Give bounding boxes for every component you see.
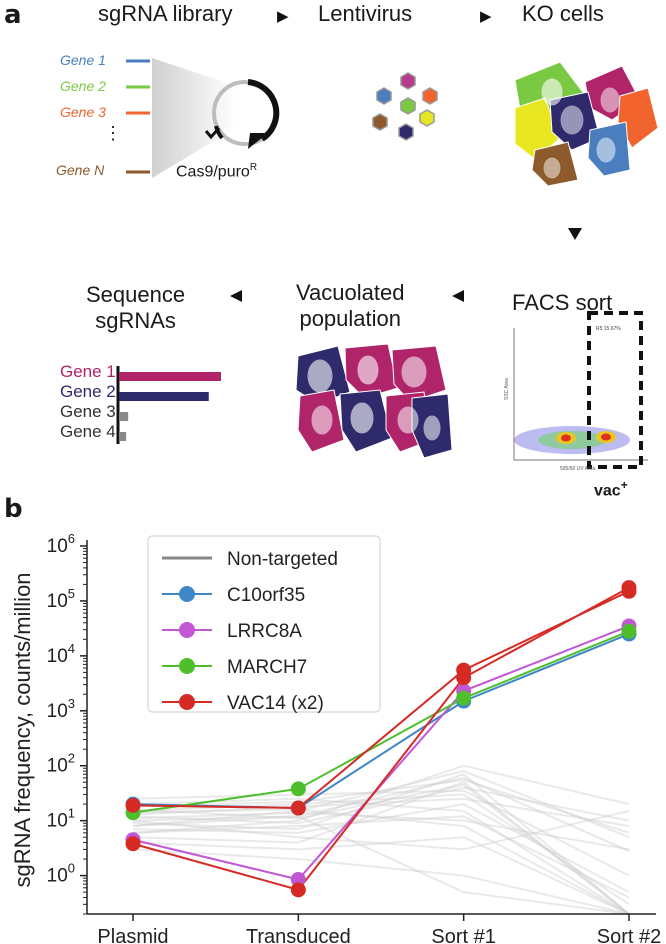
seq-bar: [119, 372, 221, 381]
series-line: [132, 630, 630, 814]
plasmid-label: Cas9/puroR: [176, 162, 258, 181]
facs-x-axis: 595/50 UV Area: [560, 466, 596, 472]
y-tick-label: 105: [47, 586, 75, 612]
series-point: [125, 836, 141, 852]
legend-marker: [179, 694, 195, 710]
series-point: [621, 623, 637, 639]
seq-bar-chart: [116, 366, 221, 444]
series-line: [132, 590, 630, 810]
library-cone: [152, 58, 236, 178]
plasmid-icon: [204, 79, 280, 149]
facs-gate: [587, 311, 643, 469]
seq-gene-2: Gene 2: [60, 382, 116, 401]
library-gene-2: Gene 2: [60, 78, 106, 94]
legend-label: MARCH7: [227, 657, 307, 678]
y-tick-label: 102: [47, 751, 75, 777]
y-tick-label: 101: [47, 806, 75, 832]
seq-bar: [119, 432, 127, 441]
legend-marker: [179, 586, 195, 602]
non-targeted-line: [132, 810, 630, 851]
step-ko-cells: KO cells: [522, 1, 604, 26]
lentivirus-icon: [372, 72, 438, 141]
frequency-chart: 100 101 102 103 104 105 106 Plasmid Transduced So…: [10, 531, 661, 944]
library-gene-3: Gene 3: [60, 104, 106, 120]
non-targeted-line: [132, 776, 630, 852]
x-tick-label: Sort #1: [431, 926, 495, 944]
vacuolated-cells-icon: [295, 343, 453, 459]
library-gene-1: Gene 1: [60, 52, 106, 68]
non-targeted-line: [132, 778, 630, 834]
facs-gate-percent: R5 15.67%: [596, 326, 621, 332]
step-facs-sort: FACS sort: [512, 290, 613, 315]
y-tick-label: 106: [47, 531, 75, 557]
panel-a-graphics: R5 15.67% SSC Area 595/50 UV Area: [126, 58, 659, 472]
facs-y-axis: SSC Area: [504, 378, 510, 400]
non-targeted-line: [132, 797, 630, 827]
y-axis-label: sgRNA frequency, counts/million: [10, 572, 35, 887]
non-targeted-line: [132, 848, 630, 915]
chart-axes: 100 101 102 103 104 105 106 Plasmid Transduced So…: [10, 531, 661, 944]
legend-marker: [179, 622, 195, 638]
panel-a: a sgRNA library ▶ Lentivirus ▶ KO cells …: [4, 0, 659, 500]
non-targeted-line: [132, 773, 630, 915]
seq-bar: [119, 412, 129, 421]
series-point: [621, 580, 637, 596]
series-lines: [125, 580, 637, 898]
series-point: [456, 690, 472, 706]
chart-legend: Non-targeted C10orf35 LRRC8A MARCH7 VAC14 (x…: [147, 535, 381, 714]
non-targeted-line: [132, 815, 630, 915]
series-point: [290, 781, 306, 797]
non-targeted-lines: [132, 764, 630, 915]
legend-label: LRRC8A: [227, 621, 302, 642]
non-targeted-line: [132, 764, 630, 834]
non-targeted-line: [132, 815, 630, 899]
step-sgrna-library: sgRNA library: [98, 1, 233, 26]
arrow-right-icon: ▶: [480, 8, 492, 25]
non-targeted-line: [132, 808, 630, 915]
library-ellipsis: ⋮: [104, 123, 122, 143]
arrow-right-icon: ▶: [277, 8, 289, 25]
y-tick-label: 100: [47, 861, 75, 887]
legend-label: Non-targeted: [227, 549, 338, 570]
non-targeted-line: [132, 811, 630, 851]
series-point: [290, 882, 306, 898]
seq-gene-4: Gene 4: [60, 422, 116, 441]
series-point: [290, 800, 306, 816]
x-tick-label: Plasmid: [97, 926, 168, 944]
series-point: [125, 797, 141, 813]
facs-gate-label: vac+: [594, 478, 628, 500]
non-targeted-line: [132, 836, 630, 915]
non-targeted-line: [132, 770, 630, 839]
ko-cells-icon: [514, 61, 659, 187]
non-targeted-line: [132, 783, 630, 915]
series-line: [132, 586, 630, 892]
non-targeted-line: [132, 781, 630, 915]
y-tick-label: 103: [47, 696, 75, 722]
seq-gene-3: Gene 3: [60, 402, 116, 421]
panel-a-label: a: [4, 0, 22, 30]
library-gene-n: Gene N: [56, 162, 105, 178]
series-point: [290, 871, 306, 887]
step-sequence: Sequence sgRNAs: [86, 282, 186, 333]
x-tick-label: Sort #2: [597, 926, 661, 944]
step-vacuolated: Vacuolated population: [296, 280, 405, 331]
arrow-left-icon: [230, 290, 242, 302]
legend-marker: [179, 658, 195, 674]
arrow-down-icon: [568, 228, 582, 240]
x-tick-label: Transduced: [246, 926, 351, 944]
legend-label: C10orf35: [227, 585, 305, 606]
arrow-left-icon: [452, 290, 464, 302]
non-targeted-line: [132, 789, 630, 877]
step-lentivirus: Lentivirus: [318, 1, 413, 26]
non-targeted-line: [132, 786, 630, 825]
seq-gene-1: Gene 1: [60, 362, 116, 381]
seq-bar: [119, 392, 209, 401]
panel-b-label: b: [4, 494, 23, 524]
y-tick-label: 104: [47, 641, 75, 667]
series-point: [456, 670, 472, 686]
legend-label: VAC14 (x2): [227, 693, 324, 714]
legend-box: [147, 535, 381, 713]
facs-plot: R5 15.67% SSC Area 595/50 UV Area: [504, 311, 648, 472]
non-targeted-line: [132, 803, 630, 894]
